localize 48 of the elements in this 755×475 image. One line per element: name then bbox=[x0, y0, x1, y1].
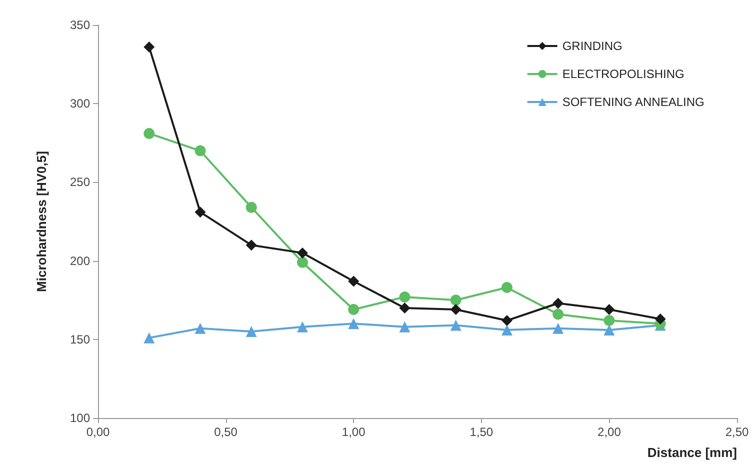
point bbox=[552, 308, 564, 320]
point bbox=[194, 206, 206, 218]
y-tick-label: 100 bbox=[70, 411, 90, 425]
point bbox=[654, 313, 666, 324]
x-tick-label: 2,50 bbox=[725, 425, 749, 439]
point bbox=[194, 322, 206, 334]
y-tick-label: 250 bbox=[70, 175, 90, 190]
point bbox=[348, 318, 360, 330]
x-tick-label: 1,00 bbox=[342, 425, 366, 439]
point bbox=[552, 298, 564, 309]
legend-label: GRINDING bbox=[562, 39, 622, 53]
point bbox=[450, 294, 462, 306]
point bbox=[604, 315, 615, 326]
y-tick-label: 200 bbox=[70, 254, 90, 268]
x-axis-title: Distance [mm] bbox=[647, 445, 737, 460]
legend-label: ELECTROPOLISHING bbox=[562, 67, 684, 81]
point bbox=[348, 276, 360, 287]
y-tick-label: 300 bbox=[70, 96, 90, 111]
x-tick-label: 2,00 bbox=[598, 425, 622, 439]
point bbox=[450, 320, 462, 331]
x-tick-label: 1,50 bbox=[470, 425, 494, 439]
point bbox=[501, 282, 512, 294]
point bbox=[144, 128, 155, 139]
point bbox=[246, 326, 257, 338]
x-tick-label: 0,00 bbox=[86, 425, 110, 439]
y-tick-label: 150 bbox=[70, 332, 90, 346]
point bbox=[501, 324, 512, 336]
point bbox=[296, 321, 308, 332]
point bbox=[246, 240, 257, 251]
y-axis-title: Microhardness [HV0,5] bbox=[34, 151, 49, 292]
point bbox=[604, 304, 615, 316]
point bbox=[348, 304, 360, 316]
point bbox=[296, 247, 308, 258]
point bbox=[144, 332, 155, 344]
point bbox=[501, 315, 512, 326]
point bbox=[604, 324, 615, 336]
point bbox=[194, 145, 206, 156]
point bbox=[399, 321, 410, 332]
point bbox=[399, 291, 410, 302]
point bbox=[246, 202, 257, 213]
point bbox=[144, 42, 155, 53]
point bbox=[296, 256, 308, 268]
point bbox=[450, 304, 462, 316]
legend-label: SOFTENING ANNEALING bbox=[562, 95, 704, 109]
x-tick-label: 0,50 bbox=[214, 425, 238, 439]
point bbox=[552, 322, 564, 334]
point bbox=[399, 302, 410, 314]
y-tick-label: 350 bbox=[70, 18, 90, 32]
